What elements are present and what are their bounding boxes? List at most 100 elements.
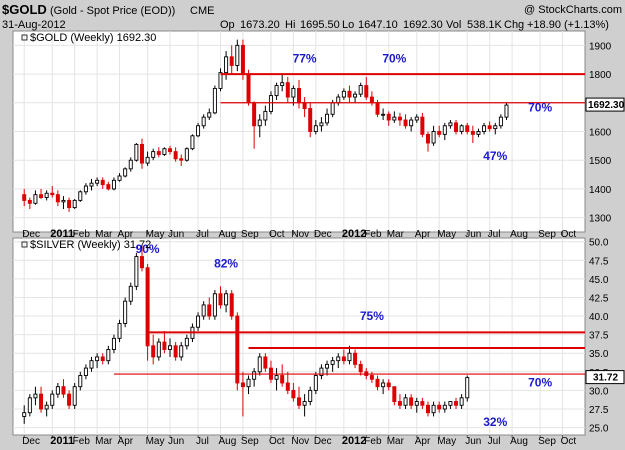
x-tick-label: Oct xyxy=(561,436,577,447)
candle-body xyxy=(358,363,363,373)
candle xyxy=(201,114,206,129)
x-tick-label: 2011 xyxy=(50,228,74,240)
x-tick-label: Mar xyxy=(387,436,405,447)
candle-body xyxy=(353,93,358,98)
candle xyxy=(414,397,419,413)
candle xyxy=(44,401,49,417)
candle-body xyxy=(207,112,212,118)
y-tick-label: 40.0 xyxy=(589,312,609,323)
candle-body xyxy=(27,199,32,204)
stat-open-label: Op xyxy=(220,19,235,31)
candle xyxy=(117,319,122,343)
candle-body xyxy=(437,131,442,135)
gold-last-value-marker: 1692.30 xyxy=(585,97,625,112)
candle-body xyxy=(381,113,386,116)
candle xyxy=(207,108,212,121)
candle xyxy=(168,145,173,155)
candle xyxy=(128,157,133,172)
candle xyxy=(212,290,217,320)
stat-change-value: +18.90 (+1.13%) xyxy=(527,19,609,31)
candle xyxy=(184,334,189,350)
candle xyxy=(106,181,111,191)
candle-body xyxy=(291,87,296,98)
y-tick-label: 1800 xyxy=(589,70,612,81)
candle-body xyxy=(100,356,105,362)
candle xyxy=(414,114,419,123)
candle-body xyxy=(151,151,156,158)
candle xyxy=(162,147,167,156)
candle-body xyxy=(465,377,470,399)
candle xyxy=(111,334,116,354)
candle xyxy=(95,177,100,187)
candle xyxy=(341,88,346,100)
gold-annotations: 77% 70% 70% 47% xyxy=(293,52,553,164)
y-tick-label: 47.5 xyxy=(589,256,609,267)
candle xyxy=(33,190,38,205)
percent-annotation: 77% xyxy=(293,52,317,66)
candle-body xyxy=(341,90,346,98)
candle-body xyxy=(61,386,66,395)
candle xyxy=(274,368,279,391)
gold-resistance-lines xyxy=(220,73,585,104)
candle xyxy=(319,364,324,380)
candle-body xyxy=(156,341,161,358)
candle-body xyxy=(95,356,100,362)
x-tick-label: Apr xyxy=(415,436,431,447)
candle-body xyxy=(145,267,150,347)
candle xyxy=(168,338,173,357)
x-tick-label: May xyxy=(437,229,456,240)
candle xyxy=(173,342,178,361)
x-tick-label: Jun xyxy=(465,436,481,447)
candle-body xyxy=(369,96,374,104)
candle xyxy=(22,188,27,207)
candle xyxy=(285,76,290,103)
candle-body xyxy=(263,110,268,121)
candle xyxy=(229,45,234,75)
candle xyxy=(487,121,492,132)
candle xyxy=(173,147,178,162)
x-tick-label: Oct xyxy=(269,436,285,447)
y-tick-label: 1600 xyxy=(589,128,612,139)
candle-body xyxy=(22,194,27,201)
candle-body xyxy=(128,285,133,302)
y-tick-label: 25.0 xyxy=(589,424,609,435)
x-tick-label: Jun xyxy=(465,229,481,240)
candle-body xyxy=(218,293,223,306)
candle-body xyxy=(347,352,352,362)
percent-annotation: 70% xyxy=(528,376,552,390)
candle xyxy=(347,85,352,103)
candle-body xyxy=(151,345,156,358)
candle-body xyxy=(470,131,475,135)
candle-body xyxy=(89,360,94,369)
candle xyxy=(409,394,414,409)
candle-body xyxy=(442,404,447,410)
percent-annotation: 47% xyxy=(483,149,507,163)
candle xyxy=(392,111,397,123)
candle xyxy=(83,364,88,380)
candle-body xyxy=(44,404,49,410)
header-description: (Gold - Spot Price (EOD)) xyxy=(50,5,175,17)
x-tick-label: 2012 xyxy=(342,228,366,240)
silver-x-axis-ticks xyxy=(23,238,564,438)
y-tick-label: 27.5 xyxy=(589,405,609,416)
candle-body xyxy=(235,315,240,384)
candle-body xyxy=(190,135,195,150)
x-tick-label: 2012 xyxy=(342,435,366,447)
silver-y-axis-ticks: 25.027.530.032.535.037.540.042.545.047.5… xyxy=(589,238,609,435)
candle xyxy=(381,108,386,121)
candle-body xyxy=(482,125,487,132)
candle xyxy=(61,379,66,398)
candle xyxy=(319,117,324,132)
candle xyxy=(504,102,509,121)
y-tick-label: 35.0 xyxy=(589,349,609,360)
candle xyxy=(325,360,330,376)
candle-body xyxy=(392,116,397,121)
candle-body xyxy=(111,337,116,350)
candle xyxy=(235,39,240,72)
candle xyxy=(145,151,150,166)
candle xyxy=(448,120,453,129)
candle-body xyxy=(201,116,206,127)
candle xyxy=(297,386,301,409)
candle-body xyxy=(117,323,122,339)
